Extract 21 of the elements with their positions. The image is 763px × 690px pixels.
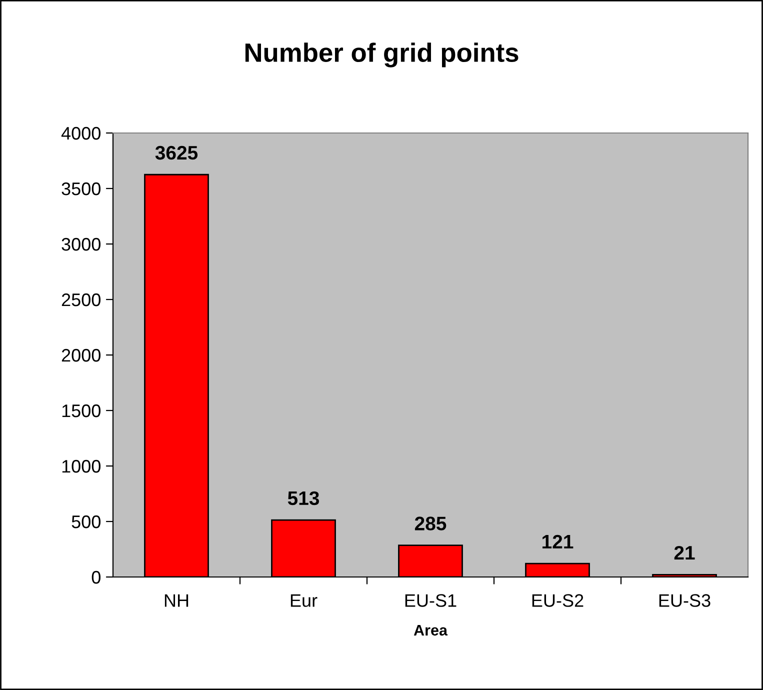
data-label: 513 <box>288 491 320 506</box>
data-label: 3625 <box>155 146 198 160</box>
data-label: 285 <box>414 516 446 530</box>
y-tick-label: 4000 <box>61 126 100 140</box>
x-tick-label: EU-S1 <box>405 594 456 607</box>
x-tick-label: Eur <box>290 594 318 607</box>
y-tick-label: 3500 <box>62 182 100 196</box>
y-tick-label: 3000 <box>62 238 100 251</box>
x-axis-title: Area <box>414 624 448 636</box>
y-tick-label: 2500 <box>62 293 100 306</box>
y-tick-label: 1500 <box>62 404 100 418</box>
data-label: 121 <box>542 534 574 548</box>
y-tick-label: 1000 <box>62 460 100 473</box>
x-tick-label: EU-S2 <box>532 594 584 607</box>
data-label: 21 <box>674 546 695 560</box>
chart-title: Number of grid points <box>245 42 518 68</box>
y-tick-label: 2000 <box>62 348 100 362</box>
y-tick-label: 500 <box>72 515 100 528</box>
x-tick-label: NH <box>164 594 188 607</box>
y-tick-label: 0 <box>92 570 100 584</box>
x-tick-label: EU-S3 <box>659 594 710 607</box>
